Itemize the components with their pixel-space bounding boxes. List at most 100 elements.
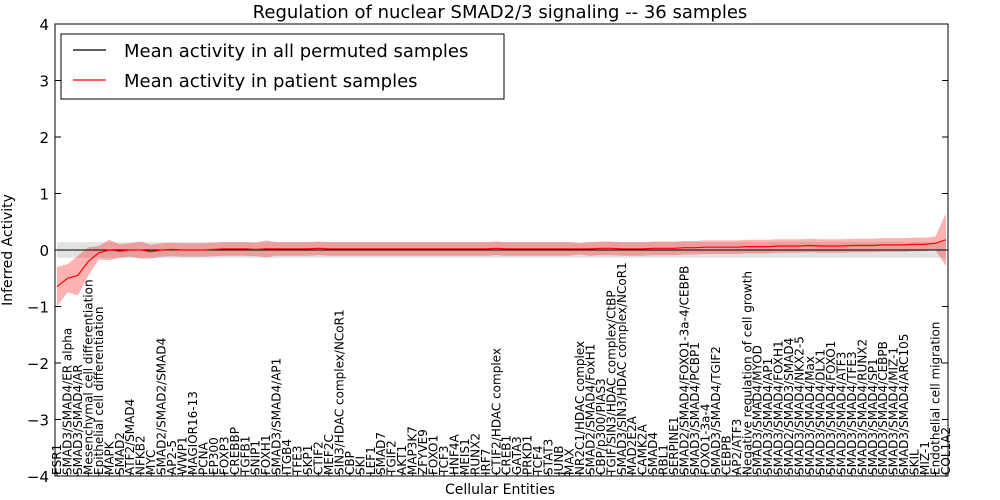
x-tick-label: Epithelial cell differentiation bbox=[92, 307, 106, 476]
chart-title: Regulation of nuclear SMAD2/3 signaling … bbox=[253, 2, 748, 23]
x-tick-label: CEBPB bbox=[719, 435, 733, 475]
x-tick-label: SMAD3/SMAD4/AP1 bbox=[270, 358, 284, 475]
x-tick-label: SMAD3/SMAD4/Max bbox=[803, 356, 817, 475]
x-tick-label: SMAD4 bbox=[646, 432, 660, 475]
x-tick-label: SMAD3/SMAD4/AR bbox=[71, 364, 85, 475]
x-tick-label: CBP bbox=[343, 451, 357, 475]
x-tick-label: MAGIOR16-13 bbox=[186, 391, 200, 475]
x-tick-label: MAP3K7 bbox=[406, 426, 420, 475]
x-tick-label: SKP1 bbox=[301, 445, 315, 475]
y-tick-label: −4 bbox=[27, 468, 49, 486]
x-tick-label: ESR1 bbox=[50, 444, 64, 475]
patient-samples-mean-line bbox=[56, 239, 947, 288]
x-tick-label: CREB1 bbox=[500, 435, 514, 475]
y-tick-label: 1 bbox=[39, 186, 49, 204]
x-tick-label: GATA3 bbox=[510, 436, 524, 475]
x-tick-label: Mesenchymal cell differentiation bbox=[81, 279, 95, 475]
x-tick-label: FOXH1 bbox=[259, 435, 273, 475]
x-tick-label: WWP1 bbox=[176, 436, 190, 475]
x-tick-label: FOXO1 bbox=[427, 435, 441, 475]
x-tick-label: Negative regulation of cell growth bbox=[740, 271, 754, 475]
x-tick-label: AP2-5 bbox=[165, 440, 179, 475]
x-tick-label: COL1A2 bbox=[939, 427, 953, 475]
x-tick-label: HNF4A bbox=[447, 433, 461, 475]
legend-patient-label: Mean activity in patient samples bbox=[124, 71, 418, 92]
x-tick-label: RBL1 bbox=[657, 444, 671, 475]
legend-permuted-label: Mean activity in all permuted samples bbox=[124, 41, 468, 62]
x-tick-label: SKIL bbox=[908, 449, 922, 475]
patient-samples-band bbox=[57, 213, 946, 307]
x-tick-label: SMAD3/SMAD4/PCBP1 bbox=[688, 342, 702, 475]
x-tick-label: SMAD3/SMAD4/ARC105 bbox=[897, 334, 911, 475]
x-tick-label: SMAD3/SMAD4/ATF3 bbox=[834, 352, 848, 475]
x-tick-label: CREBBP bbox=[228, 427, 242, 475]
x-tick-label: SMAD3/SMAD4/ER alpha bbox=[60, 328, 74, 475]
x-tick-label: ZFYVE9 bbox=[416, 429, 430, 475]
x-tick-label: AP2/ATF3 bbox=[730, 419, 744, 475]
x-tick-label: CTIF2 bbox=[311, 441, 325, 475]
x-tick-label: LEF1 bbox=[364, 446, 378, 475]
x-tick-label: RUNX2 bbox=[468, 433, 482, 475]
x-tick-label: TFE3 bbox=[291, 446, 305, 476]
x-tick-label: SMAD3/SMAD4/FOXO1 bbox=[824, 341, 838, 475]
x-tick-label: PRKD1 bbox=[521, 435, 535, 475]
x-tick-label: TGIF2 bbox=[385, 440, 399, 476]
x-tick-label: SMAD3/SMAD4/TFE3 bbox=[845, 351, 859, 475]
x-tick-label: SMAD3/SMAD4/TGIF2 bbox=[709, 346, 723, 475]
x-tick-label: NFKB2 bbox=[134, 435, 148, 475]
x-tick-label: CTIF2/HDAC complex bbox=[489, 348, 503, 475]
x-tick-label: FOXP3 bbox=[217, 436, 231, 475]
y-tick-label: −1 bbox=[27, 299, 49, 317]
x-tick-label: SMAD2/SMAD4/FoxH1 bbox=[583, 344, 597, 475]
y-axis-label: Inferred Activity bbox=[0, 194, 16, 306]
x-tick-label: SMAD3/SIN3/HDAC complex/NCoR1 bbox=[615, 262, 629, 475]
x-tick-label: MIZ-1 bbox=[918, 441, 932, 475]
x-tick-label: SMAD3/SMAD4/NKX2-5 bbox=[793, 336, 807, 475]
x-tick-label: MAX bbox=[562, 448, 576, 475]
x-tick-label: SMAD3/SMAD4/CEBPB bbox=[876, 341, 890, 475]
x-tick-label: SKI bbox=[353, 456, 367, 475]
y-tick-label: −3 bbox=[27, 412, 49, 430]
x-tick-label: SMAD3/SMAD4/SP1 bbox=[866, 358, 880, 475]
x-tick-label: IRF7 bbox=[479, 449, 493, 475]
x-tick-label: SIN3/HDAC complex/NCoR1 bbox=[332, 309, 346, 475]
x-tick-label: SMAD2/SMAD3/SMAD4 bbox=[782, 338, 796, 475]
x-tick-label: MAD2E2A bbox=[625, 415, 639, 475]
x-tick-label: SMAD3/SMAD4/FOXH1 bbox=[772, 340, 786, 475]
x-tick-label: MEF2C bbox=[322, 434, 336, 475]
x-tick-label: SNIP1 bbox=[249, 440, 263, 475]
x-axis-label: Cellular Entities bbox=[445, 482, 555, 498]
x-tick-label: NR2C1/HDAC complex bbox=[573, 341, 587, 475]
x-tick-label: SMAD2/SMAD2/SMAD4 bbox=[155, 338, 169, 475]
x-tick-label: ATF2/SMAD4 bbox=[123, 399, 137, 475]
y-tick-label: 2 bbox=[39, 129, 49, 147]
x-tick-label: TCF4 bbox=[531, 445, 545, 476]
x-tick-label: CAMK2A bbox=[636, 424, 650, 475]
x-tick-label: SMAD2/SMAD4/FOXO1-3a-4/CEBPB bbox=[678, 266, 692, 475]
x-tick-label: EP300 bbox=[207, 437, 221, 475]
legend-box bbox=[60, 33, 505, 100]
x-tick-label: JUNB bbox=[552, 445, 566, 476]
x-tick-label: MYC bbox=[144, 450, 158, 475]
x-tick-label: SMAD2 bbox=[113, 432, 127, 475]
x-tick-label: TGIF/SIN3/HDAC complex/CtBP bbox=[604, 290, 618, 476]
x-tick-label: ITGB4 bbox=[280, 439, 294, 475]
x-tick-label: Endothelial cell migration bbox=[929, 322, 943, 475]
x-tick-label: SMAD7 bbox=[374, 432, 388, 475]
legend: Mean activity in all permuted samples Me… bbox=[60, 33, 505, 100]
x-tick-label: MAPK bbox=[102, 440, 116, 475]
x-tick-label: AKT1 bbox=[395, 445, 409, 475]
y-tick-label: −2 bbox=[27, 355, 49, 373]
x-tick-label: SERPINE1 bbox=[667, 416, 681, 475]
x-tick-label: TGFB1 bbox=[238, 436, 252, 476]
x-tick-label: SMAD3/SMAD4/MIZ-1 bbox=[887, 347, 901, 475]
y-tick-label: 4 bbox=[39, 16, 49, 34]
x-tick-label: PCNA bbox=[196, 441, 210, 475]
x-tick-label: FOXO1-3a-4 bbox=[698, 404, 712, 475]
x-tick-label: MEIS1 bbox=[458, 438, 472, 475]
y-axis-ticks: −4 −3 −2 −1 0 1 2 3 4 bbox=[27, 16, 948, 486]
x-tick-label: SMAD3/SMAD4/RUNX2 bbox=[855, 339, 869, 475]
y-tick-label: 0 bbox=[39, 242, 49, 260]
